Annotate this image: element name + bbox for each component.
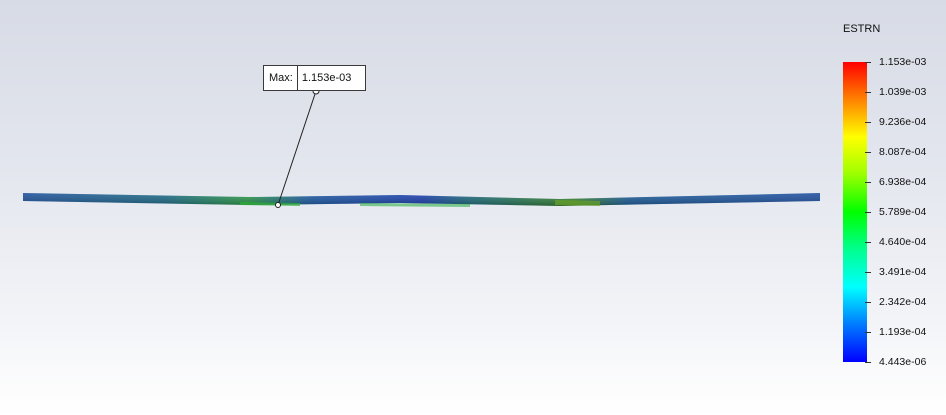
legend-tick-label: 6.938e-04	[879, 176, 927, 188]
legend-tick-label: 1.153e-03	[879, 56, 927, 68]
max-location-point[interactable]	[275, 202, 281, 208]
legend-tick	[865, 122, 871, 123]
legend-tick	[865, 362, 871, 363]
legend-tick-label: 3.491e-04	[879, 266, 927, 278]
max-probe-label[interactable]: Max: 1.153e-03	[263, 65, 367, 91]
legend-tick	[865, 152, 871, 153]
legend-tick	[865, 92, 871, 93]
legend-tick-label: 1.039e-03	[879, 86, 927, 98]
legend-tick-label: 8.087e-04	[879, 146, 927, 158]
legend-tick-label: 5.789e-04	[879, 206, 927, 218]
legend-tick	[865, 182, 871, 183]
probe-leader-line	[277, 90, 317, 206]
max-probe-key: Max:	[264, 66, 298, 90]
legend-tick-label: 2.342e-04	[879, 296, 927, 308]
legend-tick	[865, 272, 871, 273]
legend-tick	[865, 302, 871, 303]
legend-tick	[865, 242, 871, 243]
legend-tick	[865, 332, 871, 333]
legend-tick	[865, 212, 871, 213]
legend-tick-label: 1.193e-04	[879, 326, 927, 338]
legend-tick-label: 4.443e-06	[879, 356, 927, 368]
color-legend-bar[interactable]	[843, 62, 867, 362]
legend-title: ESTRN	[843, 23, 881, 35]
legend-tick	[865, 62, 871, 63]
legend-tick-label: 4.640e-04	[879, 236, 927, 248]
max-probe-value: 1.153e-03	[301, 72, 352, 84]
legend-scale: 1.153e-03 1.039e-03 9.236e-04 8.087e-04 6.93…	[843, 56, 946, 368]
beam-body	[23, 193, 820, 207]
legend-tick-label: 9.236e-04	[879, 116, 927, 128]
